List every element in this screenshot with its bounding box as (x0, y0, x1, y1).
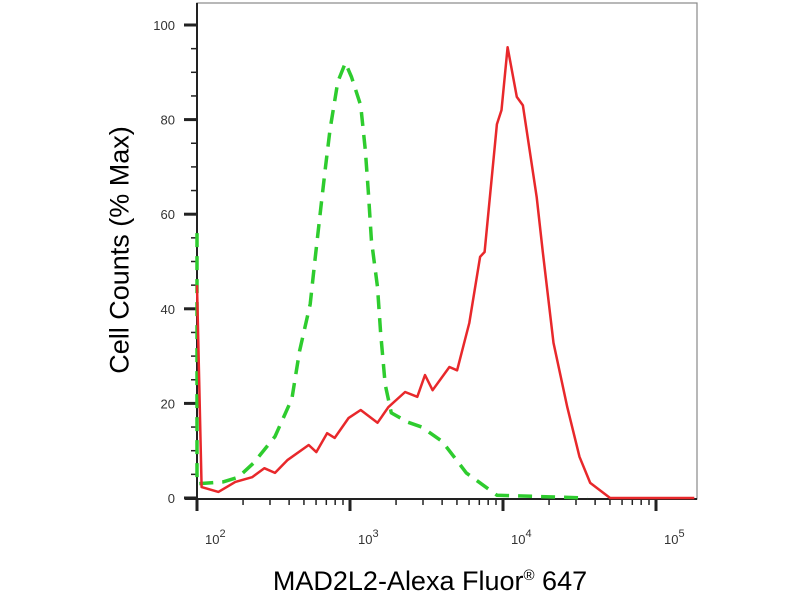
control-histogram-dashed (195, 61, 588, 500)
y-tick-label: 20 (161, 396, 175, 411)
x-tick-label: 102 (205, 528, 226, 547)
x-tick-label: 105 (664, 528, 685, 547)
y-axis: 0 20 40 60 80 100 (153, 3, 198, 506)
y-tick-label: 40 (161, 302, 175, 317)
plot-frame (196, 2, 698, 500)
y-tick-label: 100 (153, 18, 175, 33)
x-axis: 102 103 104 105 (185, 498, 697, 547)
y-tick-label: 80 (161, 113, 175, 128)
x-axis-label-text: MAD2L2-Alexa Fluor (272, 566, 524, 596)
series-group (195, 45, 695, 500)
registered-mark: ® (523, 567, 535, 584)
sample-histogram-solid (195, 45, 695, 500)
y-tick-label: 60 (161, 207, 175, 222)
x-tick-label: 104 (511, 528, 532, 547)
y-axis-label: Cell Counts (% Max) (104, 126, 135, 374)
x-axis-label: MAD2L2-Alexa Fluor® 647 (273, 566, 587, 597)
x-axis-label-suffix: 647 (534, 566, 588, 596)
y-tick-label: 0 (168, 491, 175, 506)
x-tick-label: 103 (358, 528, 379, 547)
